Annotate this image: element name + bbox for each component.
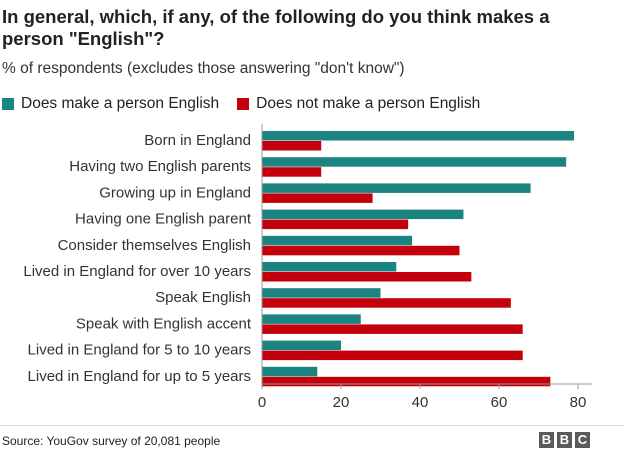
- bar-does-make: [262, 235, 413, 246]
- bbc-logo-block-1: B: [539, 432, 554, 448]
- bar-does-not-make: [262, 272, 472, 282]
- bar-does-make: [262, 314, 361, 324]
- bar-does-make: [262, 262, 397, 272]
- source-note: Source: YouGov survey of 20,081 people: [2, 434, 221, 448]
- x-tick-label: 60: [491, 394, 508, 411]
- bar-does-not-make: [262, 298, 511, 308]
- legend-label-does-not-make: Does not make a person English: [256, 95, 481, 112]
- chart-legend: Does make a person English Does not make…: [2, 95, 498, 113]
- bar-does-not-make: [262, 141, 322, 151]
- bar-does-not-make: [262, 219, 409, 230]
- category-label: Having one English parent: [75, 211, 252, 228]
- bar-does-not-make: [262, 193, 373, 203]
- category-label: Speak English: [155, 289, 251, 306]
- category-label: Growing up in England: [99, 184, 251, 201]
- bbc-logo-block-2: B: [557, 432, 572, 448]
- x-tick-label: 40: [412, 394, 429, 411]
- category-label: Born in England: [144, 132, 251, 149]
- legend-item-does-not-make: Does not make a person English: [237, 95, 480, 113]
- legend-item-does-make: Does make a person English: [2, 95, 219, 113]
- bar-does-make: [262, 340, 341, 351]
- chart-title: In general, which, if any, of the follow…: [2, 6, 550, 49]
- bar-does-make: [262, 157, 567, 167]
- bar-does-not-make: [262, 324, 523, 334]
- x-tick-label: 0: [258, 394, 266, 411]
- bar-does-not-make: [262, 350, 523, 361]
- bar-does-make: [262, 288, 381, 298]
- category-label: Lived in England for 5 to 10 years: [28, 342, 251, 359]
- footer-divider: [0, 425, 624, 426]
- bar-does-make: [262, 131, 575, 141]
- category-label: Lived in England for up to 5 years: [28, 368, 251, 385]
- chart-subtitle: % of respondents (excludes those answeri…: [2, 60, 405, 77]
- legend-swatch-teal: [2, 98, 14, 110]
- legend-swatch-red: [237, 98, 250, 110]
- bbc-logo: B B C: [536, 432, 590, 448]
- category-label: Speak with English accent: [76, 315, 252, 332]
- bar-does-make: [262, 209, 464, 220]
- bar-does-make: [262, 366, 318, 377]
- bar-does-not-make: [262, 376, 551, 387]
- x-tick-label: 80: [570, 394, 587, 411]
- bbc-logo-block-3: C: [575, 432, 590, 448]
- bar-chart: Born in England Having two English parent…: [23, 124, 592, 411]
- category-label: Consider themselves English: [58, 237, 251, 254]
- bar-does-not-make: [262, 167, 322, 177]
- category-label: Having two English parents: [69, 158, 251, 175]
- bar-does-not-make: [262, 245, 460, 256]
- category-label: Lived in England for over 10 years: [23, 263, 251, 280]
- bar-does-make: [262, 183, 531, 193]
- x-tick-label: 20: [333, 394, 350, 411]
- legend-label-does-make: Does make a person English: [21, 95, 220, 112]
